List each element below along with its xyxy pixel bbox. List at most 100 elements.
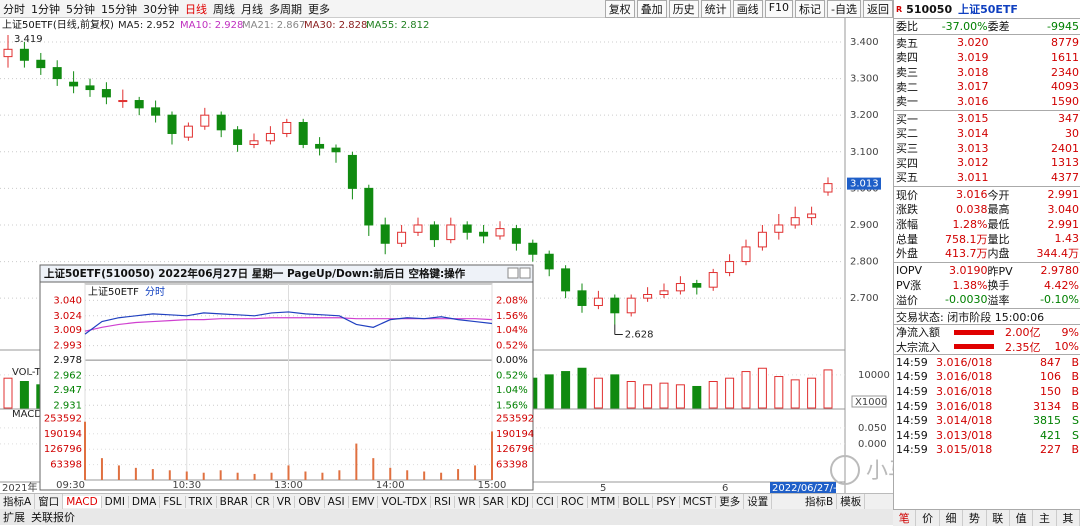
volume-bar: [3, 377, 13, 409]
volume-bar: [134, 467, 137, 480]
indicator-tab[interactable]: BRAR: [217, 495, 253, 508]
extension-tab[interactable]: 关联报价: [31, 511, 75, 524]
indicator-tab[interactable]: 设置: [744, 494, 773, 509]
candle-body: [790, 217, 800, 226]
indicator-tab[interactable]: KDJ: [508, 495, 534, 508]
pct: 9%: [1061, 325, 1079, 339]
indicator-tab[interactable]: RSI: [431, 495, 455, 508]
volume-bar: [372, 458, 375, 480]
indicator-tab[interactable]: OBV: [295, 495, 325, 508]
trade-row: 14:59 3.016/018 847 B: [894, 355, 1080, 370]
x-tick-label: 15:00: [478, 480, 507, 491]
indicator-tab[interactable]: EMV: [349, 495, 379, 508]
low-label: 2.628: [625, 330, 654, 341]
price: 3.012: [957, 156, 989, 170]
period-tab[interactable]: 月线: [241, 2, 263, 16]
candle-body: [659, 290, 669, 296]
extension-tab[interactable]: 扩展: [3, 511, 25, 524]
y-tick-label: 2.800: [850, 257, 879, 268]
period-tab[interactable]: 更多: [308, 2, 330, 16]
quote-tab[interactable]: 主: [1033, 510, 1057, 526]
iopv-row: 溢价 -0.0030 溢率 -0.10%: [894, 293, 1080, 308]
tool-button[interactable]: 返回: [863, 0, 893, 18]
period-tab[interactable]: 分时: [3, 2, 25, 16]
label: 换手: [987, 279, 1010, 293]
indicator-tab[interactable]: TRIX: [186, 495, 217, 508]
level: 卖一: [896, 95, 918, 109]
indicator-tab[interactable]: VOL-TDX: [378, 495, 431, 508]
indicator-tab[interactable]: CR: [252, 495, 274, 508]
pct-label: 0.00%: [496, 355, 528, 366]
price: 3.013/018: [936, 428, 993, 442]
price: 3.013: [957, 141, 989, 155]
quote-tab[interactable]: 细: [940, 510, 964, 526]
tool-button[interactable]: 标记: [795, 0, 826, 18]
indicator-tab[interactable]: 指标A: [0, 494, 36, 509]
quote-tab[interactable]: 值: [1010, 510, 1034, 526]
indicator-tab[interactable]: MCST: [680, 495, 717, 508]
indicator-tab[interactable]: 窗口: [35, 494, 64, 509]
quote-tab[interactable]: 其: [1057, 510, 1080, 526]
tool-button[interactable]: 叠加: [636, 0, 667, 18]
quote-tab[interactable]: 笔: [893, 510, 917, 526]
y-tick-label: 2.700: [850, 293, 879, 304]
indicator-tab[interactable]: ASI: [325, 495, 349, 508]
indicator-tab[interactable]: SAR: [480, 495, 509, 508]
candle-body: [216, 114, 226, 131]
y-tick-label: 2.962: [53, 370, 82, 381]
quote-tab[interactable]: 价: [916, 510, 940, 526]
ask-book-row: 卖一 3.016 1590: [894, 94, 1080, 109]
candle-body: [593, 297, 603, 306]
period-tab[interactable]: 1分钟: [31, 2, 60, 16]
indicator-tab[interactable]: ROC: [558, 495, 588, 508]
label: 外盘: [896, 247, 918, 261]
period-tab[interactable]: 日线: [185, 2, 207, 16]
period-tab[interactable]: 30分钟: [143, 2, 179, 16]
volume-bar: [675, 384, 685, 409]
indicator-tab[interactable]: FSL: [160, 495, 186, 508]
period-tab[interactable]: 多周期: [269, 2, 302, 16]
trade-row: 14:59 3.013/018 421 S: [894, 428, 1080, 443]
tool-button[interactable]: F10: [764, 0, 794, 18]
tool-button[interactable]: -自选: [827, 0, 861, 18]
period-tab[interactable]: 周线: [213, 2, 235, 16]
stats-row: 涨跌 0.038 最高 3.040: [894, 202, 1080, 217]
period-tab[interactable]: 5分钟: [66, 2, 95, 16]
tool-button[interactable]: 历史: [668, 0, 699, 18]
quote-tab[interactable]: 联: [987, 510, 1010, 526]
code: 510050: [906, 2, 953, 16]
value: 2.991: [1047, 217, 1080, 231]
volume-bar: [389, 467, 392, 480]
quote-tab[interactable]: 势: [963, 510, 987, 526]
flows: 净流入额 2.00亿 9% 大宗流入 2.35亿 10%: [894, 323, 1080, 354]
volume-bar: [610, 374, 620, 409]
value: 0.038: [956, 202, 988, 216]
indicator-tab[interactable]: MACD: [63, 495, 102, 508]
template-tab[interactable]: 指标B: [802, 494, 838, 509]
indicator-tab[interactable]: WR: [455, 495, 480, 508]
label: IOPV: [896, 264, 923, 278]
side: S: [1072, 414, 1079, 428]
tool-button[interactable]: 复权: [604, 0, 635, 18]
indicator-tab[interactable]: VR: [274, 495, 296, 508]
candle-body: [315, 143, 325, 149]
candle-body: [85, 85, 95, 91]
volume-bar: [406, 470, 409, 480]
label: 涨跌: [896, 203, 918, 217]
indicator-tab[interactable]: CCI: [533, 495, 558, 508]
indicator-tab[interactable]: MTM: [588, 495, 620, 508]
period-tab[interactable]: 15分钟: [101, 2, 137, 16]
indicator-tab[interactable]: DMA: [129, 495, 161, 508]
indicator-tab[interactable]: 更多: [716, 494, 745, 509]
template-tab[interactable]: 模板: [837, 494, 866, 509]
volume-bar: [757, 367, 767, 409]
tool-button[interactable]: 统计: [700, 0, 731, 18]
tool-button[interactable]: 画线: [732, 0, 763, 18]
indicator-tab[interactable]: BOLL: [619, 495, 654, 508]
y-tick-label: 190194: [496, 429, 534, 440]
indicator-tab[interactable]: DMI: [102, 495, 129, 508]
time: 14:59: [896, 428, 928, 442]
date-box: [770, 482, 836, 493]
indicator-tab[interactable]: PSY: [653, 495, 680, 508]
